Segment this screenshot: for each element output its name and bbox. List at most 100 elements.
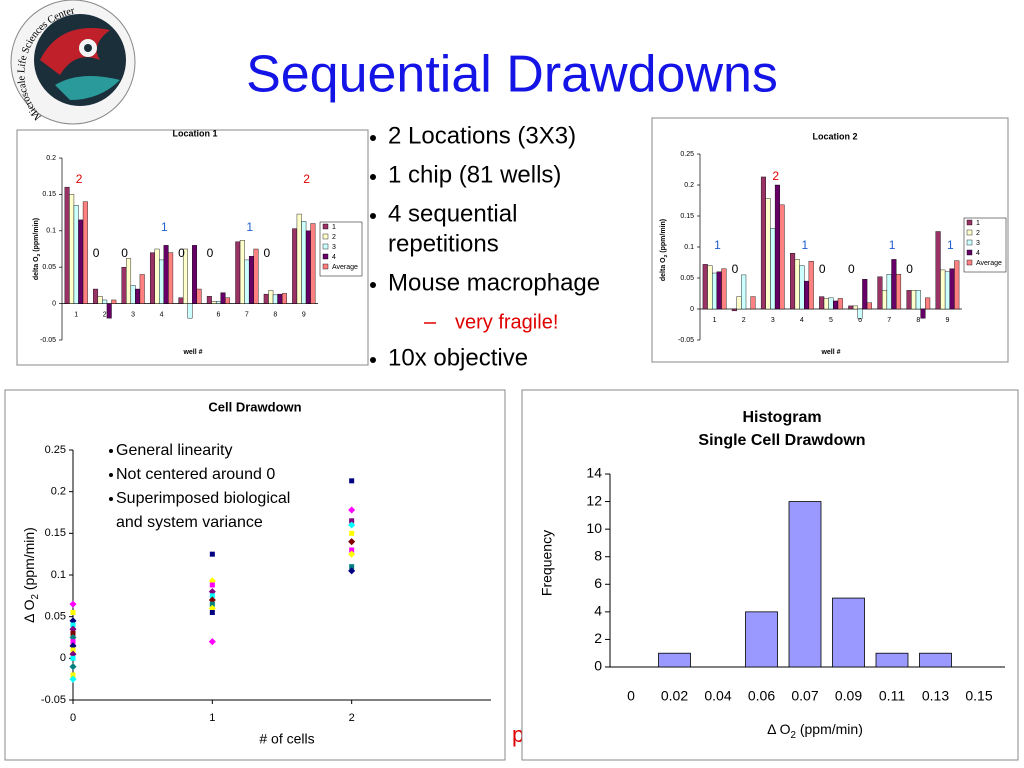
annotation: 1 bbox=[161, 220, 168, 234]
x-tick-label: 0.11 bbox=[879, 688, 905, 704]
bar bbox=[712, 272, 718, 310]
y-tick-label: 0.2 bbox=[46, 155, 56, 162]
bullet-dot bbox=[370, 135, 376, 141]
y-tick-label: 0.1 bbox=[51, 569, 66, 581]
y-tick-label: -0.05 bbox=[41, 694, 66, 706]
bar bbox=[794, 259, 800, 310]
chart-title: Location 2 bbox=[812, 131, 857, 141]
bullet-text: very fragile! bbox=[455, 311, 558, 333]
legend-swatch bbox=[966, 229, 973, 236]
y-tick-label: 10 bbox=[586, 520, 602, 536]
legend-label: 4 bbox=[332, 254, 336, 261]
y-tick-label: 0.05 bbox=[680, 275, 694, 282]
chart-frame bbox=[651, 117, 1009, 363]
chart-title: Location 1 bbox=[172, 128, 217, 138]
bar bbox=[178, 297, 184, 304]
x-tick-label: 3 bbox=[771, 317, 775, 324]
y-tick-label: 0 bbox=[60, 652, 66, 664]
x-tick-label: 0.02 bbox=[661, 688, 688, 704]
y-tick-label: -0.05 bbox=[678, 337, 694, 344]
legend-swatch bbox=[966, 249, 973, 256]
y-tick-label: 0.25 bbox=[680, 151, 694, 158]
y-tick-label: 0.05 bbox=[45, 611, 66, 623]
data-point bbox=[70, 639, 76, 645]
bar bbox=[211, 301, 217, 304]
note-text: Superimposed biological bbox=[116, 490, 290, 507]
bar bbox=[206, 296, 212, 304]
bar bbox=[862, 279, 868, 310]
bar bbox=[248, 256, 254, 304]
axis-label: Δ O2 (ppm/min) bbox=[21, 527, 41, 623]
note-text: General linearity bbox=[116, 442, 233, 459]
y-tick-label: 0.15 bbox=[45, 527, 66, 539]
x-tick-label: 0 bbox=[627, 688, 635, 704]
data-point bbox=[349, 478, 355, 484]
annotation: 0 bbox=[848, 262, 855, 276]
bar bbox=[833, 300, 839, 310]
bar bbox=[770, 228, 776, 310]
bar bbox=[702, 264, 708, 310]
y-tick-label: 0 bbox=[52, 300, 56, 307]
bar bbox=[78, 219, 84, 304]
x-axis-title: well # bbox=[820, 349, 840, 356]
bar bbox=[857, 308, 863, 319]
bar bbox=[121, 267, 127, 304]
chart-title: Histogram bbox=[742, 409, 821, 426]
bar bbox=[799, 265, 805, 310]
legend-swatch bbox=[322, 263, 329, 270]
note-text: and system variance bbox=[116, 514, 263, 531]
bar bbox=[819, 296, 825, 310]
bar bbox=[111, 299, 117, 304]
bar bbox=[272, 294, 278, 304]
bar bbox=[130, 285, 136, 304]
data-point bbox=[349, 564, 355, 570]
data-point bbox=[69, 675, 77, 683]
y-tick-label: 8 bbox=[594, 547, 602, 563]
bar bbox=[949, 268, 955, 310]
legend-swatch bbox=[966, 239, 973, 246]
bar bbox=[106, 303, 112, 319]
bar bbox=[239, 240, 245, 304]
bar bbox=[235, 241, 241, 304]
x-tick-label: 2 bbox=[742, 317, 746, 324]
data-point bbox=[208, 638, 216, 646]
bar bbox=[774, 184, 780, 310]
legend-swatch bbox=[322, 253, 329, 260]
axis-label-part: 2 bbox=[36, 253, 42, 256]
y-tick-label: 0.25 bbox=[45, 444, 66, 456]
y-tick-label: 0.1 bbox=[46, 228, 56, 235]
chart-frame bbox=[4, 389, 506, 761]
bar bbox=[301, 221, 307, 304]
data-point bbox=[349, 518, 355, 524]
chart-title: Single Cell Drawdown bbox=[698, 432, 865, 449]
x-tick-label: 0.07 bbox=[791, 688, 818, 704]
data-point bbox=[70, 647, 76, 653]
data-point bbox=[209, 610, 215, 615]
data-point bbox=[348, 550, 356, 558]
logo-shape bbox=[40, 28, 110, 75]
bullet-dot bbox=[370, 213, 376, 219]
data-point bbox=[209, 601, 215, 607]
bar bbox=[940, 269, 946, 310]
bar bbox=[920, 308, 926, 319]
bullet-text: 1 chip (81 wells) bbox=[388, 161, 561, 188]
bar bbox=[760, 176, 766, 310]
data-point bbox=[348, 506, 356, 514]
bullet-text: 2 Locations (3X3) bbox=[388, 122, 576, 149]
bar bbox=[736, 296, 742, 310]
bullet-dot bbox=[370, 174, 376, 180]
bar bbox=[102, 299, 108, 304]
bar bbox=[886, 274, 892, 310]
bar bbox=[866, 302, 872, 310]
x-tick-label: 0.06 bbox=[748, 688, 775, 704]
axis-label-part: (ppm/min) bbox=[796, 721, 863, 737]
x-tick-label: 1 bbox=[209, 712, 215, 724]
bar bbox=[852, 305, 858, 310]
y-tick-label: 0.2 bbox=[684, 182, 694, 189]
x-tick-label: 4 bbox=[160, 311, 164, 318]
bar bbox=[745, 611, 778, 668]
bar bbox=[832, 597, 865, 668]
bar bbox=[906, 290, 912, 310]
annotation: 0 bbox=[207, 246, 214, 260]
